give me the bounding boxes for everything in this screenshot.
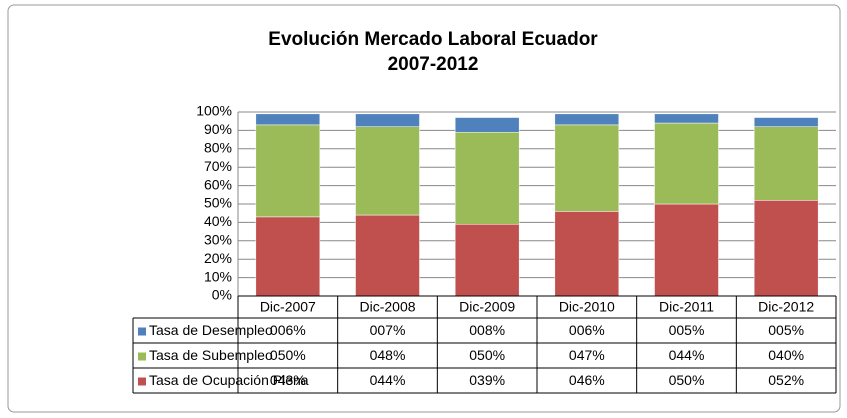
legend-swatch — [138, 352, 146, 361]
legend-swatch — [138, 327, 146, 336]
table-cell: 043% — [270, 372, 306, 388]
legend-label: Tasa de Desempleo — [149, 322, 273, 338]
table-cell: 006% — [270, 322, 306, 338]
table-cell: 005% — [768, 322, 804, 338]
y-tick-label: 30% — [204, 232, 232, 248]
bar-segment — [255, 113, 321, 126]
legend-swatch — [138, 377, 146, 386]
bar-segment — [355, 126, 420, 216]
bar-segment — [654, 113, 719, 124]
chart-frame — [7, 4, 841, 413]
bar-segment — [355, 113, 420, 127]
bar-segment — [654, 122, 719, 205]
bar-segment — [554, 124, 620, 212]
y-tick-label: 90% — [204, 121, 232, 137]
bar-segment — [454, 223, 520, 297]
table-cell: 050% — [469, 347, 505, 363]
y-tick-label: 80% — [204, 140, 232, 156]
table-cell: 044% — [669, 347, 705, 363]
table-cell: 048% — [370, 347, 406, 363]
x-tick-label: Dic-2008 — [359, 299, 415, 315]
table-cell: 050% — [270, 347, 306, 363]
table-cell: 044% — [370, 372, 406, 388]
x-tick-label: Dic-2011 — [659, 299, 714, 315]
bar-segment — [554, 211, 620, 297]
y-tick-label: 0% — [212, 287, 232, 303]
bar-segment — [753, 200, 819, 297]
y-tick-label: 40% — [204, 213, 232, 229]
legend-label: Tasa de Subempleo — [149, 347, 273, 363]
x-tick-label: Dic-2009 — [459, 299, 515, 315]
table-cell: 047% — [569, 347, 605, 363]
table-cell: 050% — [669, 372, 705, 388]
bar-segment — [554, 113, 620, 126]
bar-segment — [753, 117, 819, 127]
bar-segment — [654, 203, 719, 297]
bar-segment — [454, 117, 520, 133]
chart-subtitle: 2007-2012 — [388, 54, 479, 75]
x-tick-label: Dic-2007 — [260, 299, 316, 315]
table-cell: 007% — [370, 322, 406, 338]
bar-segment — [355, 214, 420, 297]
table-cell: 005% — [669, 322, 705, 338]
chart-title: Evolución Mercado Laboral Ecuador — [268, 29, 598, 50]
table-cell: 008% — [469, 322, 505, 338]
y-tick-label: 20% — [204, 250, 232, 266]
x-tick-label: Dic-2012 — [758, 299, 814, 315]
table-cell: 046% — [569, 372, 605, 388]
y-tick-label: 50% — [204, 195, 232, 211]
bar-segment — [255, 124, 321, 218]
table-cell: 040% — [768, 347, 804, 363]
bar-segment — [753, 126, 819, 201]
x-tick-label: Dic-2010 — [559, 299, 615, 315]
table-cell: 006% — [569, 322, 605, 338]
y-tick-label: 10% — [204, 268, 232, 284]
table-cell: 039% — [469, 372, 505, 388]
legend-label: Tasa de Ocupación Plena — [149, 372, 309, 388]
y-tick-label: 70% — [204, 158, 232, 174]
table-cell: 052% — [768, 372, 804, 388]
y-tick-label: 60% — [204, 176, 232, 192]
bar-segment — [454, 131, 520, 225]
y-tick-label: 100% — [196, 103, 232, 119]
bar-segment — [255, 216, 321, 297]
